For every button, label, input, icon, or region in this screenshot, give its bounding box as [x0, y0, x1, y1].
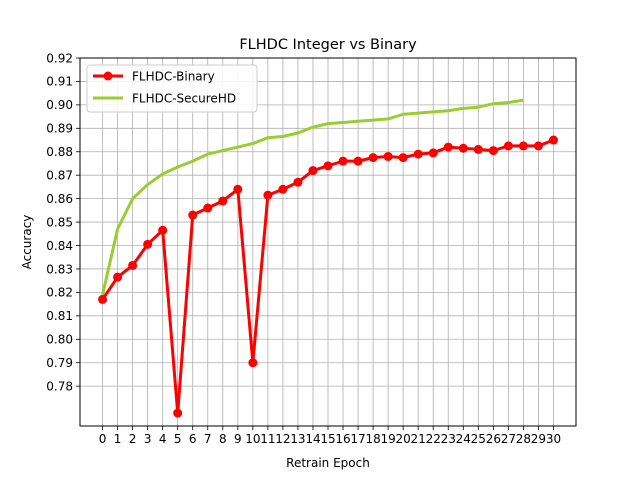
- data-point-flhdc-binary: [293, 177, 303, 187]
- legend-box: [86, 64, 258, 113]
- data-point-flhdc-binary: [233, 184, 243, 194]
- x-tick-label: 16: [335, 432, 350, 446]
- x-tick-label: 0: [99, 432, 107, 446]
- data-point-flhdc-binary: [323, 161, 333, 171]
- x-axis-label: Retrain Epoch: [286, 456, 370, 470]
- x-tick-label: 28: [516, 432, 531, 446]
- legend: FLHDC-Binary FLHDC-SecureHD: [86, 64, 258, 113]
- data-point-flhdc-binary: [488, 146, 498, 156]
- y-tick-label: 0.89: [46, 122, 73, 136]
- x-tick-label: 24: [456, 432, 471, 446]
- x-tick-label: 12: [275, 432, 290, 446]
- series-layer: [98, 98, 558, 418]
- x-tick-label: 9: [234, 432, 242, 446]
- y-tick-label: 0.85: [46, 215, 73, 229]
- x-tick-label: 15: [320, 432, 335, 446]
- data-point-flhdc-binary: [473, 144, 483, 154]
- x-tick-label: 1: [114, 432, 122, 446]
- y-tick-label: 0.92: [46, 51, 73, 65]
- data-point-flhdc-binary: [113, 272, 123, 282]
- x-tick-label: 5: [174, 432, 182, 446]
- x-tick-label: 13: [290, 432, 305, 446]
- y-tick-label: 0.90: [46, 98, 73, 112]
- x-tick-label: 30: [546, 432, 561, 446]
- data-point-flhdc-binary: [428, 148, 438, 158]
- data-point-flhdc-binary: [353, 156, 363, 166]
- x-tick-label: 3: [144, 432, 152, 446]
- y-tick-label: 0.83: [46, 262, 73, 276]
- x-tick-label: 23: [441, 432, 456, 446]
- data-point-flhdc-binary: [248, 358, 258, 368]
- data-point-flhdc-binary: [458, 143, 468, 153]
- x-tick-label: 17: [350, 432, 365, 446]
- data-point-flhdc-binary: [503, 141, 513, 151]
- y-tick-label: 0.81: [46, 309, 73, 323]
- x-tick-label: 6: [189, 432, 197, 446]
- y-tick-label: 0.91: [46, 75, 73, 89]
- data-point-flhdc-binary: [98, 294, 108, 304]
- chart-title: FLHDC Integer vs Binary: [239, 37, 417, 53]
- data-point-flhdc-binary: [398, 153, 408, 163]
- x-tick-label: 22: [426, 432, 441, 446]
- data-point-flhdc-binary: [158, 225, 168, 235]
- data-point-flhdc-binary: [218, 196, 228, 206]
- data-point-flhdc-binary: [188, 210, 198, 220]
- data-point-flhdc-binary: [413, 149, 423, 159]
- data-point-flhdc-binary: [368, 153, 378, 163]
- series-line-flhdc-securehd: [101, 98, 524, 296]
- data-point-flhdc-binary: [173, 408, 183, 418]
- data-point-flhdc-binary: [338, 156, 348, 166]
- y-tick-label: 0.78: [46, 379, 73, 393]
- data-point-flhdc-binary: [203, 203, 213, 213]
- y-tick-label: 0.88: [46, 145, 73, 159]
- x-tick-label: 21: [411, 432, 426, 446]
- data-point-flhdc-binary: [143, 239, 153, 249]
- x-tick-label: 29: [531, 432, 546, 446]
- data-point-flhdc-binary: [383, 151, 393, 161]
- y-tick-label: 0.82: [46, 286, 73, 300]
- x-tick-label: 8: [219, 432, 227, 446]
- x-tick-label: 7: [204, 432, 212, 446]
- data-point-flhdc-binary: [548, 135, 558, 145]
- x-tick-label: 14: [305, 432, 320, 446]
- data-point-flhdc-binary: [263, 190, 273, 200]
- data-point-flhdc-binary: [518, 141, 528, 151]
- x-tick-label: 20: [396, 432, 411, 446]
- x-tick-label: 25: [471, 432, 486, 446]
- data-point-flhdc-binary: [128, 260, 138, 270]
- x-tick-label: 26: [486, 432, 501, 446]
- x-tick-label: 27: [501, 432, 516, 446]
- x-tick-label: 2: [129, 432, 137, 446]
- legend-label-flhdc-securehd: FLHDC-SecureHD: [132, 92, 236, 106]
- legend-marker-flhdc-binary: [103, 71, 113, 81]
- x-tick-label: 4: [159, 432, 167, 446]
- y-axis-ticks: 0.78 0.79 0.80 0.81 0.82 0.83 0.84 0.85 0.86 0.87…: [46, 51, 80, 393]
- y-tick-label: 0.79: [46, 356, 73, 370]
- x-tick-label: 19: [380, 432, 395, 446]
- data-point-flhdc-binary: [533, 141, 543, 151]
- x-tick-label: 10: [245, 432, 260, 446]
- data-point-flhdc-binary: [308, 166, 318, 176]
- legend-label-flhdc-binary: FLHDC-Binary: [132, 70, 215, 84]
- y-tick-label: 0.84: [46, 239, 73, 253]
- x-tick-label: 11: [260, 432, 275, 446]
- y-tick-label: 0.80: [46, 333, 73, 347]
- y-tick-label: 0.87: [46, 168, 73, 182]
- data-point-flhdc-binary: [443, 142, 453, 152]
- x-tick-label: 18: [365, 432, 380, 446]
- y-axis-label: Accuracy: [20, 215, 34, 270]
- x-axis-ticks: 0 1 2 3 4 5 6 7 8 9 10 11 12 13 14 15 16 17 18 19 20 21 22 23 24…: [99, 426, 561, 446]
- y-tick-label: 0.86: [46, 192, 73, 206]
- data-point-flhdc-binary: [278, 184, 288, 194]
